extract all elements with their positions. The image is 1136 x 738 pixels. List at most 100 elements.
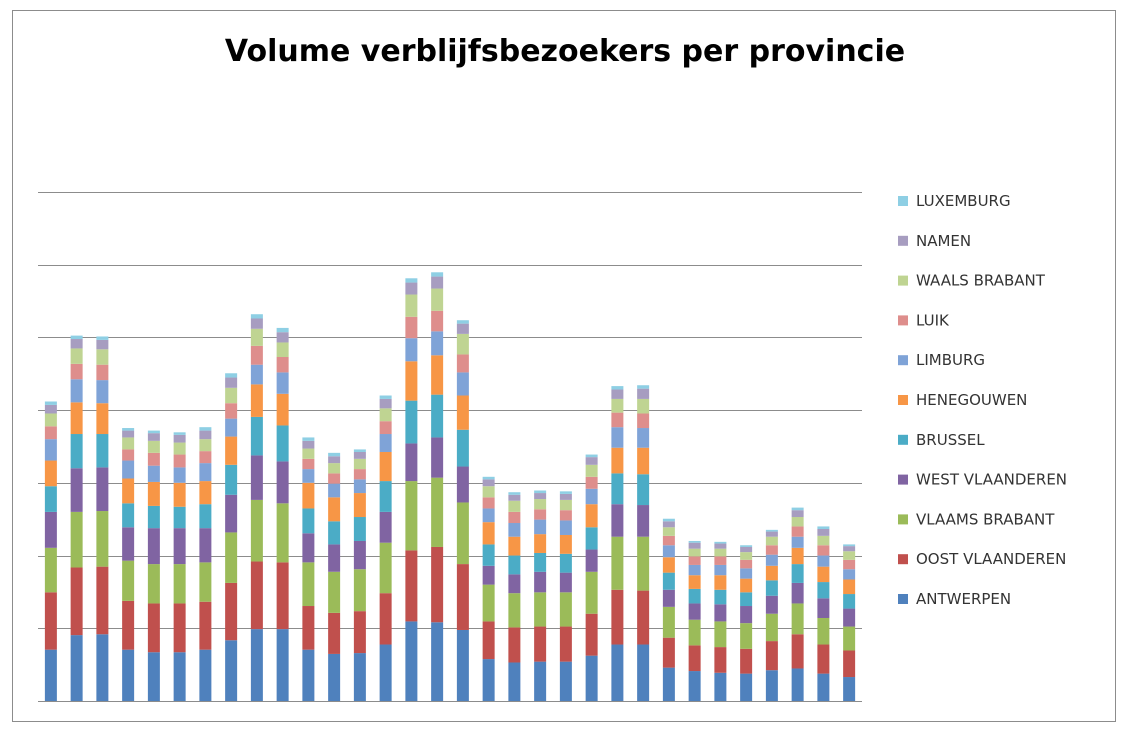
legend-label-namen: NAMEN [916,232,971,250]
bar-segment-brussel-32 [843,594,856,609]
legend-label-luik: LUIK [916,311,950,329]
bar-segment-limburg-27 [714,564,727,576]
bar-segment-waals-brabant-27 [714,548,727,557]
bar-segment-henegouwen-15 [405,361,418,401]
bar-segment-oost-vlaanderen-29 [765,641,778,671]
bar-segment-oost-vlaanderen-11 [302,606,315,650]
bar-segment-waals-brabant-4 [122,437,135,450]
bar-segment-oost-vlaanderen-25 [662,637,675,668]
bar-segment-limburg-6 [173,467,186,483]
bar-segment-antwerpen-22 [585,655,598,701]
bar-segment-brussel-1 [44,486,57,512]
bar-segment-henegouwen-25 [662,557,675,573]
bar-segment-limburg-1 [44,439,57,461]
bar-segment-brussel-18 [482,544,495,566]
bar-segment-west-vlaanderen-27 [714,604,727,622]
bar-segment-vlaams-brabant-26 [688,619,701,646]
bar-segment-vlaams-brabant-16 [431,477,444,547]
bar-segment-luxemburg-4 [122,428,135,431]
legend-label-luxemburg: LUXEMBURG [916,192,1011,210]
bar-segment-luik-29 [765,545,778,555]
bar-segment-antwerpen-23 [611,644,624,701]
bar-segment-henegouwen-13 [353,493,366,518]
bar-segment-vlaams-brabant-19 [508,593,521,628]
bar-segment-vlaams-brabant-32 [843,626,856,651]
bar-stack-9 [250,314,263,701]
bar-segment-limburg-18 [482,508,495,523]
bar-segment-namen-12 [328,456,341,464]
bar-segment-namen-25 [662,521,675,528]
bar-segment-waals-brabant-2 [70,348,83,364]
bar-segment-henegouwen-18 [482,522,495,545]
legend-label-vlaams-brabant: VLAAMS BRABANT [916,510,1055,528]
bar-segment-west-vlaanderen-14 [379,511,392,543]
bar-segment-west-vlaanderen-21 [559,572,572,593]
bar-segment-vlaams-brabant-13 [353,569,366,612]
bar-segment-limburg-22 [585,488,598,505]
bar-segment-luxemburg-24 [637,385,650,389]
bar-segment-luxemburg-22 [585,454,598,458]
bar-segment-brussel-28 [740,592,753,607]
legend-label-brussel: BRUSSEL [916,431,985,449]
bar-segment-vlaams-brabant-10 [276,503,289,563]
bar-segment-henegouwen-3 [96,403,109,435]
bar-segment-henegouwen-4 [122,478,135,504]
bar-stack-12 [328,452,341,701]
bar-segment-namen-9 [250,318,263,329]
bar-segment-limburg-19 [508,523,521,537]
bar-segment-brussel-5 [147,505,160,529]
bar-segment-antwerpen-26 [688,671,701,701]
bar-segment-henegouwen-1 [44,460,57,487]
bar-segment-namen-32 [843,546,856,552]
bar-segment-limburg-10 [276,372,289,394]
bar-segment-oost-vlaanderen-28 [740,648,753,674]
legend-label-west-vlaanderen: WEST VLAANDEREN [916,471,1067,489]
bar-segment-oost-vlaanderen-5 [147,603,160,653]
bar-segment-brussel-19 [508,555,521,575]
bar-segment-oost-vlaanderen-24 [637,590,650,645]
bar-segment-vlaams-brabant-24 [637,536,650,591]
bar-segment-namen-24 [637,388,650,399]
legend-label-antwerpen: ANTWERPEN [916,590,1011,608]
bar-stack-20 [534,490,547,701]
bar-segment-vlaams-brabant-7 [199,562,212,602]
bar-segment-luxemburg-19 [508,492,521,495]
bar-segment-luxemburg-20 [534,490,547,494]
bar-segment-antwerpen-16 [431,622,444,701]
legend-item-namen: NAMEN [898,232,971,250]
bar-segment-limburg-32 [843,569,856,580]
bar-segment-brussel-25 [662,572,675,590]
bar-segment-brussel-31 [817,582,830,599]
bar-segment-waals-brabant-22 [585,464,598,477]
bar-stack-29 [765,529,778,701]
bar-segment-brussel-21 [559,553,572,573]
bar-segment-luxemburg-18 [482,476,495,480]
bar-segment-vlaams-brabant-25 [662,606,675,638]
bar-segment-luxemburg-6 [173,432,186,435]
bar-stack-5 [147,430,160,701]
bar-segment-luik-7 [199,451,212,464]
bar-segment-oost-vlaanderen-1 [44,592,57,650]
bar-segment-limburg-12 [328,483,341,498]
bar-segment-brussel-2 [70,434,83,469]
bar-segment-antwerpen-24 [637,644,650,701]
bar-segment-oost-vlaanderen-19 [508,627,521,663]
bar-segment-luik-12 [328,473,341,484]
bar-segment-brussel-23 [611,473,624,505]
bar-stack-30 [791,507,804,701]
bar-segment-antwerpen-5 [147,652,160,701]
bar-segment-west-vlaanderen-29 [765,595,778,614]
bar-segment-waals-brabant-23 [611,398,624,413]
legend-swatch-waals-brabant [898,275,908,286]
bar-segment-antwerpen-29 [765,670,778,701]
bar-segment-luik-31 [817,545,830,556]
bar-segment-namen-28 [740,546,753,553]
bar-segment-west-vlaanderen-12 [328,544,341,572]
bar-segment-henegouwen-24 [637,447,650,475]
bar-segment-oost-vlaanderen-7 [199,601,212,650]
bar-segment-west-vlaanderen-6 [173,528,186,565]
bar-segment-namen-27 [714,543,727,549]
bar-segment-luxemburg-11 [302,437,315,441]
bar-segment-limburg-16 [431,331,444,356]
bar-segment-luik-17 [456,354,469,373]
